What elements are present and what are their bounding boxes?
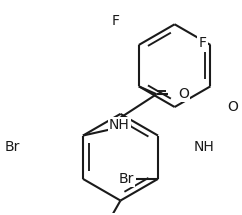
Text: O: O: [227, 100, 238, 114]
Text: Br: Br: [5, 140, 20, 154]
Text: NH: NH: [193, 140, 214, 154]
Text: F: F: [112, 14, 120, 28]
Text: O: O: [178, 87, 189, 101]
Text: NH: NH: [109, 118, 130, 132]
Text: F: F: [198, 36, 206, 50]
Text: Br: Br: [119, 172, 134, 186]
